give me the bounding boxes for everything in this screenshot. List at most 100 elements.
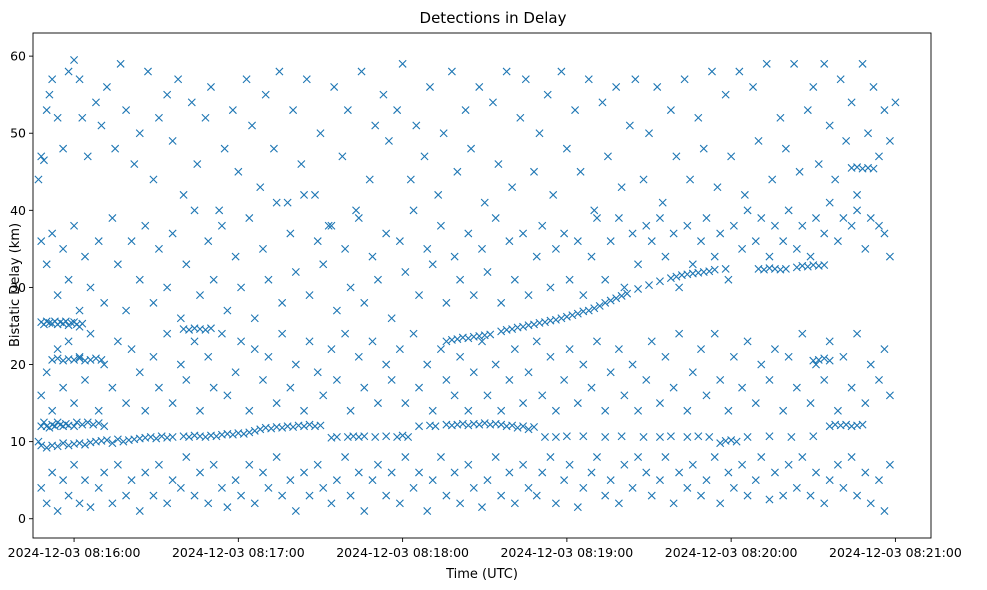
data-point — [456, 499, 465, 508]
data-point — [163, 329, 172, 338]
data-point — [261, 90, 270, 99]
data-point — [371, 433, 380, 441]
data-point — [792, 263, 801, 272]
data-point — [217, 329, 226, 338]
data-point — [152, 434, 161, 443]
data-point — [765, 432, 774, 441]
data-point — [242, 75, 251, 84]
data-point — [655, 277, 664, 286]
data-point — [373, 460, 382, 469]
data-point — [702, 214, 711, 223]
data-point — [836, 75, 845, 84]
data-point — [102, 82, 111, 91]
data-point — [442, 298, 451, 307]
data-point — [833, 237, 842, 246]
data-point — [784, 206, 793, 215]
data-point — [469, 291, 478, 300]
data-point — [415, 291, 424, 300]
data-point — [204, 352, 213, 361]
data-point — [94, 419, 103, 428]
data-point — [190, 206, 199, 215]
data-point — [264, 352, 273, 361]
data-point — [48, 75, 57, 84]
data-point — [343, 106, 352, 115]
data-point — [661, 453, 670, 462]
data-point — [439, 129, 448, 138]
data-point — [803, 262, 812, 271]
data-point — [231, 252, 240, 261]
data-point — [53, 507, 62, 516]
data-point — [332, 433, 341, 441]
data-point — [168, 229, 177, 238]
data-point — [341, 453, 350, 462]
data-point — [401, 399, 410, 408]
data-point — [48, 229, 57, 238]
data-point — [601, 275, 610, 284]
data-point — [716, 229, 725, 238]
data-point — [532, 491, 541, 500]
data-point — [305, 491, 314, 500]
data-point — [179, 190, 188, 199]
data-point — [642, 468, 651, 477]
data-point — [724, 275, 733, 284]
data-point — [716, 499, 725, 508]
data-point — [770, 345, 779, 354]
y-tick-label: 30 — [10, 280, 26, 295]
data-point — [42, 106, 51, 115]
data-point — [861, 468, 870, 477]
data-point — [866, 360, 875, 369]
data-point — [94, 483, 103, 492]
data-point — [42, 260, 51, 269]
data-point — [729, 483, 738, 492]
data-point — [154, 383, 163, 392]
data-point — [37, 441, 46, 450]
data-point — [713, 183, 722, 192]
data-point — [237, 491, 246, 500]
data-point — [108, 214, 117, 223]
data-point — [256, 183, 265, 192]
data-point — [278, 329, 287, 338]
data-point — [371, 121, 380, 130]
data-point — [606, 237, 615, 246]
data-point — [300, 422, 309, 431]
data-point — [839, 214, 848, 223]
data-point — [245, 428, 254, 437]
data-point — [716, 375, 725, 384]
data-point — [546, 283, 555, 292]
data-point — [784, 352, 793, 361]
data-point — [710, 252, 719, 261]
data-point — [37, 237, 46, 246]
data-point — [409, 483, 418, 492]
data-point — [519, 229, 528, 238]
data-point — [776, 113, 785, 122]
data-point — [382, 229, 391, 238]
data-point — [401, 268, 410, 276]
data-point — [81, 476, 90, 485]
data-point — [784, 460, 793, 469]
data-point — [571, 106, 580, 115]
data-point — [661, 252, 670, 261]
data-point — [874, 476, 883, 485]
data-point — [212, 432, 221, 441]
data-point — [291, 360, 300, 369]
data-point — [590, 304, 599, 313]
data-point — [532, 337, 541, 346]
data-point — [743, 433, 752, 441]
data-point — [579, 432, 588, 441]
data-point — [436, 221, 445, 230]
data-point — [579, 483, 588, 492]
data-point — [694, 432, 703, 441]
data-point — [300, 468, 309, 477]
data-point — [234, 167, 243, 176]
data-point — [478, 503, 486, 512]
data-point — [258, 375, 267, 384]
data-point — [579, 291, 588, 300]
data-point — [127, 237, 136, 246]
data-point — [590, 206, 599, 215]
data-point — [78, 319, 87, 328]
data-point — [59, 144, 68, 153]
data-point — [483, 391, 492, 400]
data-point — [710, 453, 719, 462]
data-point — [209, 275, 218, 284]
data-point — [395, 345, 404, 354]
